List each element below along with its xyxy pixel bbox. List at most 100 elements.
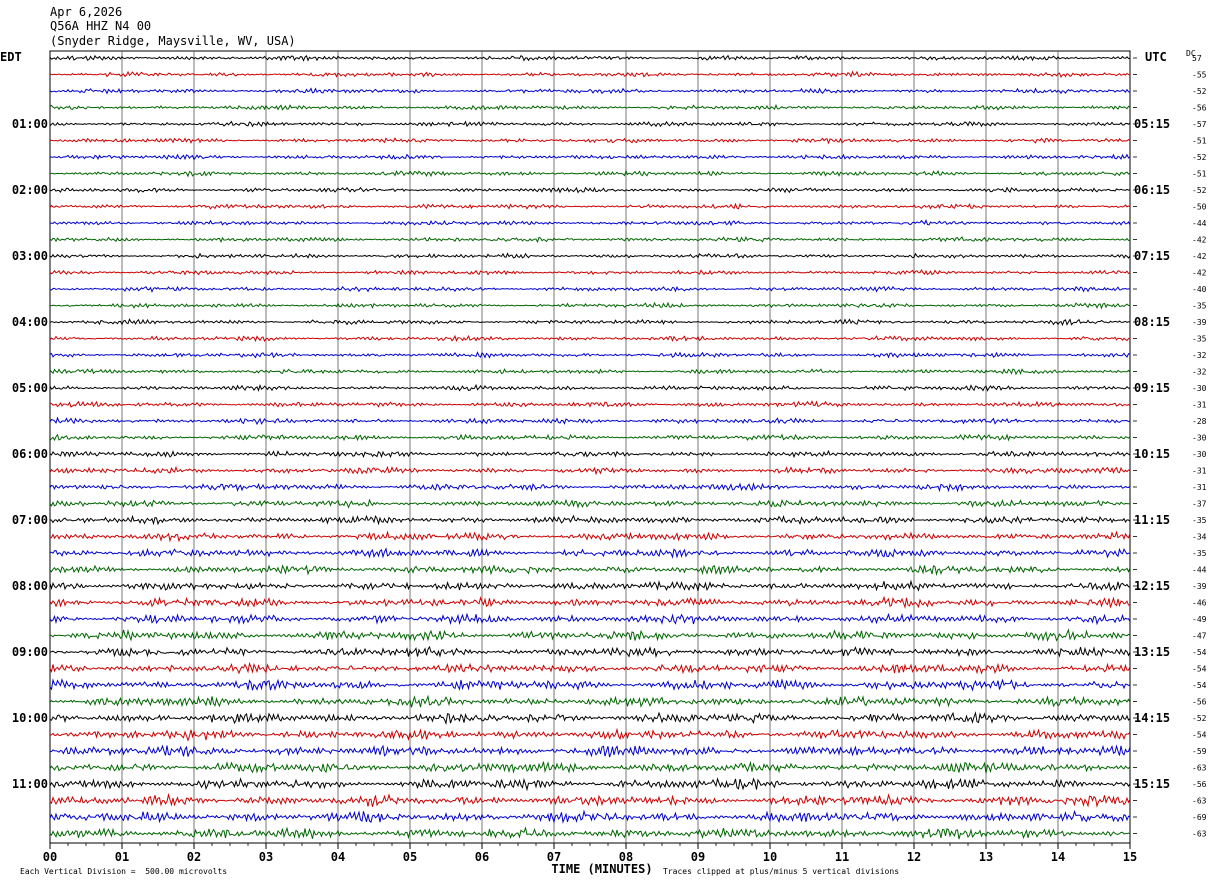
trace-line bbox=[49, 482, 1131, 493]
x-tick-label: 13 bbox=[979, 850, 993, 864]
x-tick-label: 03 bbox=[259, 850, 273, 864]
dc-offset-label: -42 bbox=[1192, 236, 1207, 245]
trace-line bbox=[49, 202, 1131, 210]
right-hour-label: 14:15 bbox=[1134, 711, 1170, 725]
traces bbox=[49, 54, 1131, 840]
footer-clip: Traces clipped at plus/minus 5 vertical … bbox=[663, 867, 900, 876]
x-tick-label: 04 bbox=[331, 850, 345, 864]
trace-line bbox=[49, 694, 1131, 708]
dc-offset-label: -59 bbox=[1192, 747, 1207, 756]
trace-line bbox=[49, 433, 1131, 442]
left-axis-title: EDT bbox=[0, 50, 22, 64]
dc-offset-label: -56 bbox=[1192, 104, 1207, 113]
trace-line bbox=[49, 678, 1131, 692]
trace-line bbox=[49, 400, 1131, 408]
dc-offset-label: -42 bbox=[1192, 252, 1207, 261]
trace-line bbox=[49, 465, 1131, 476]
right-hour-label: 09:15 bbox=[1134, 381, 1170, 395]
x-tick-label: 12 bbox=[907, 850, 921, 864]
trace-line bbox=[49, 87, 1131, 95]
dc-offset-label: 57 bbox=[1192, 54, 1202, 63]
dc-offset-label: -35 bbox=[1192, 516, 1207, 525]
dc-offset-label: -37 bbox=[1192, 500, 1207, 509]
dc-offset-label: -32 bbox=[1192, 368, 1207, 377]
dc-offset-label: -54 bbox=[1192, 731, 1207, 740]
dc-offset-label: -30 bbox=[1192, 384, 1207, 393]
left-hour-label: 05:00 bbox=[12, 381, 48, 395]
dc-offset-label: -31 bbox=[1192, 483, 1207, 492]
dc-offset-label: -35 bbox=[1192, 302, 1207, 311]
x-tick-label: 06 bbox=[475, 850, 489, 864]
plot-frame bbox=[49, 50, 1131, 844]
trace-line bbox=[49, 744, 1131, 758]
trace-line bbox=[49, 137, 1131, 145]
right-hour-label: 13:15 bbox=[1134, 645, 1170, 659]
trace-line bbox=[49, 383, 1131, 392]
dc-offset-label: -51 bbox=[1192, 170, 1207, 179]
dc-offset-label: -63 bbox=[1192, 797, 1207, 806]
dc-offset-label: -34 bbox=[1192, 533, 1207, 542]
trace-line bbox=[49, 530, 1131, 543]
left-hour-label: 02:00 bbox=[12, 183, 48, 197]
trace-line bbox=[49, 579, 1131, 592]
trace-line bbox=[49, 54, 1131, 62]
right-hour-label: 11:15 bbox=[1134, 513, 1170, 527]
dc-offset-label: -54 bbox=[1192, 665, 1207, 674]
x-tick-label: 15 bbox=[1123, 850, 1137, 864]
trace-line bbox=[49, 334, 1131, 343]
left-hour-label: 03:00 bbox=[12, 249, 48, 263]
dc-offset-label: -56 bbox=[1192, 698, 1207, 707]
x-tick-label: 07 bbox=[547, 850, 561, 864]
trace-line bbox=[49, 252, 1131, 259]
trace-line bbox=[49, 153, 1131, 161]
dc-offset-label: -54 bbox=[1192, 681, 1207, 690]
trace-line bbox=[49, 367, 1131, 376]
header-location: (Snyder Ridge, Maysville, WV, USA) bbox=[50, 34, 296, 48]
dc-offset-label: -47 bbox=[1192, 632, 1207, 641]
trace-line bbox=[49, 120, 1131, 128]
trace-line bbox=[49, 449, 1131, 459]
x-tick-label: 00 bbox=[43, 850, 57, 864]
trace-line bbox=[49, 514, 1131, 526]
x-tick-label: 02 bbox=[187, 850, 201, 864]
trace-line bbox=[49, 236, 1131, 244]
trace-line bbox=[49, 711, 1131, 726]
trace-line bbox=[49, 268, 1131, 276]
trace-line bbox=[49, 169, 1131, 178]
dc-offset-label: -40 bbox=[1192, 285, 1207, 294]
right-hour-label: 10:15 bbox=[1134, 447, 1170, 461]
x-tick-label: 09 bbox=[691, 850, 705, 864]
dc-offset-label: -52 bbox=[1192, 153, 1207, 162]
trace-line bbox=[49, 792, 1131, 808]
axis-labels: 00 01 02 03 04 05 06 07 08 09 10 11 12 13 14 15 57 -55 -52… bbox=[12, 54, 1207, 864]
header-date: Apr 6,2026 bbox=[50, 5, 123, 19]
left-hour-label: 09:00 bbox=[12, 645, 48, 659]
left-hour-label: 04:00 bbox=[12, 315, 48, 329]
right-hour-label: 05:15 bbox=[1134, 117, 1170, 131]
x-tick-label: 11 bbox=[835, 850, 849, 864]
trace-line bbox=[49, 645, 1131, 659]
trace-line bbox=[49, 70, 1131, 78]
trace-line bbox=[49, 416, 1131, 426]
header-station: Q56A HHZ N4 00 bbox=[50, 19, 152, 33]
trace-line bbox=[49, 809, 1131, 824]
dc-offset-label: -39 bbox=[1192, 582, 1207, 591]
right-hour-label: 06:15 bbox=[1134, 183, 1170, 197]
dc-offset-label: -35 bbox=[1192, 335, 1207, 344]
dc-offset-label: -28 bbox=[1192, 417, 1207, 426]
x-tick-label: 10 bbox=[763, 850, 777, 864]
dc-offset-label: -49 bbox=[1192, 615, 1207, 624]
dc-offset-label: -44 bbox=[1192, 219, 1207, 228]
dc-offset-label: -30 bbox=[1192, 434, 1207, 443]
left-hour-label: 10:00 bbox=[12, 711, 48, 725]
dc-offset-label: -44 bbox=[1192, 566, 1207, 575]
left-hour-label: 08:00 bbox=[12, 579, 48, 593]
dc-label: DC bbox=[1186, 49, 1196, 58]
trace-line bbox=[49, 301, 1131, 310]
dc-offset-label: -51 bbox=[1192, 137, 1207, 146]
dc-offset-label: -30 bbox=[1192, 450, 1207, 459]
trace-line bbox=[49, 318, 1131, 327]
trace-line bbox=[49, 826, 1131, 840]
left-hour-label: 01:00 bbox=[12, 117, 48, 131]
dc-offset-label: -31 bbox=[1192, 467, 1207, 476]
